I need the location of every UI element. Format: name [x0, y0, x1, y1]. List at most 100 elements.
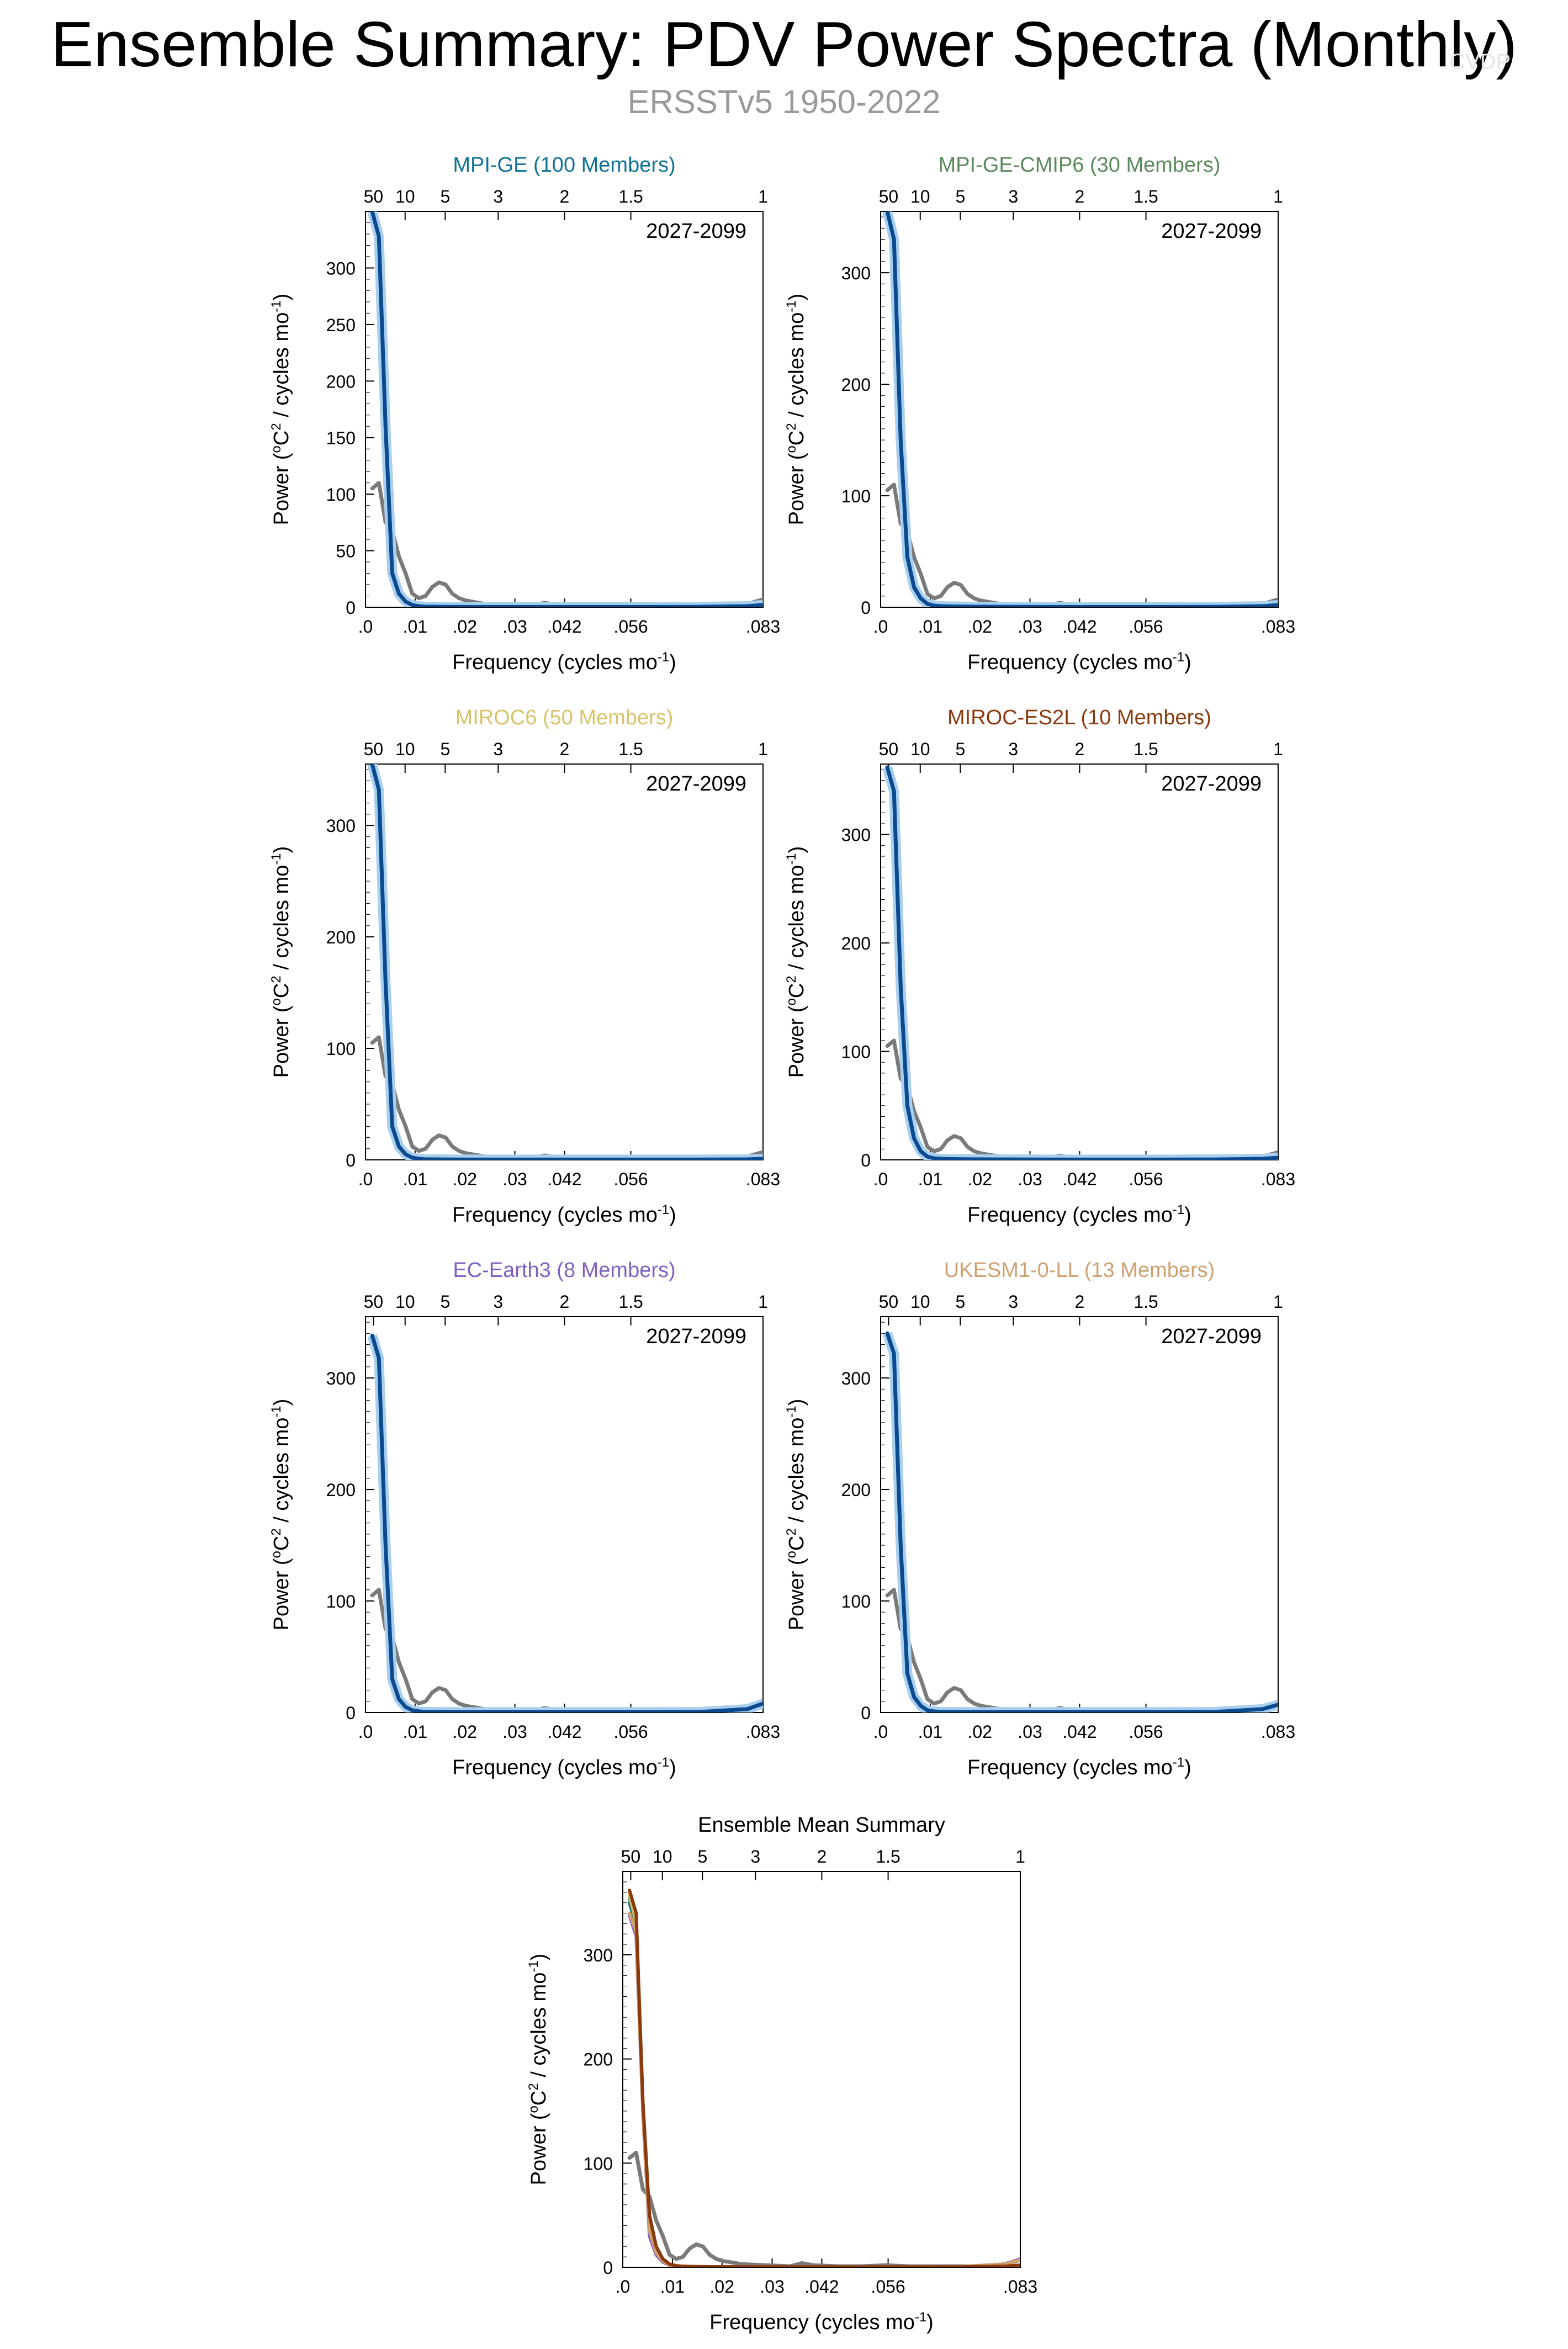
- x-axis-label: Frequency (cycles mo-1): [452, 1202, 676, 1227]
- x-tick-label: .056: [1129, 1722, 1163, 1742]
- model-spread-band: [882, 766, 1278, 1160]
- y-tick-label: 200: [841, 375, 871, 395]
- y-tick-label: 100: [584, 2154, 613, 2173]
- top-tick-label: 1.5: [618, 187, 643, 206]
- period-label: 2027-2099: [646, 772, 746, 796]
- obs-spectrum-line: [370, 1588, 763, 1712]
- model-spectrum-line: [370, 211, 763, 607]
- top-tick-label: 3: [493, 187, 503, 206]
- model-spread-band: [367, 1334, 763, 1712]
- y-tick-label: 300: [841, 1369, 871, 1388]
- period-label: 2027-2099: [1161, 1325, 1262, 1348]
- x-tick-label: .02: [710, 2277, 734, 2297]
- x-tick-label: .0: [873, 1169, 888, 1189]
- y-tick-label: 200: [841, 1480, 871, 1500]
- top-tick-label: 10: [395, 187, 415, 206]
- x-tick-label: .0: [358, 617, 373, 637]
- x-tick-label: .02: [453, 617, 477, 637]
- top-tick-label: 10: [910, 187, 930, 206]
- x-tick-label: .083: [1261, 1169, 1295, 1189]
- y-axis-label: Power (oC2 / cycles mo-1): [784, 1399, 808, 1631]
- top-tick-label: 1.5: [1133, 187, 1158, 206]
- obs-spectrum-line: [885, 1588, 1278, 1712]
- x-tick-label: .01: [403, 1169, 427, 1189]
- y-tick-label: 0: [346, 1703, 356, 1723]
- chart-panel-5: EC-Earth3 (8 Members) 2027-2099 0 100 200 300…: [269, 1259, 780, 1779]
- y-tick-label: 250: [326, 315, 356, 335]
- y-tick-label: 100: [841, 1592, 871, 1611]
- x-tick-label: .083: [1261, 617, 1295, 637]
- top-tick-label: 2: [1075, 739, 1085, 759]
- y-tick-label: 0: [861, 1150, 871, 1170]
- top-tick-label: 50: [879, 1292, 899, 1312]
- top-tick-label: 50: [621, 1847, 641, 1867]
- y-tick-label: 100: [841, 1042, 871, 1062]
- x-tick-label: .0: [873, 1722, 888, 1742]
- chart-title: MIROC-ES2L (10 Members): [947, 706, 1211, 729]
- plot-frame: [365, 1316, 764, 1713]
- chart-title: MIROC6 (50 Members): [455, 706, 674, 729]
- page-title: Ensemble Summary: PDV Power Spectra (Mon…: [51, 8, 1517, 80]
- top-tick-label: 5: [955, 739, 965, 759]
- x-tick-label: .03: [1018, 617, 1042, 637]
- y-tick-label: 300: [326, 258, 356, 278]
- x-tick-label: .083: [746, 1722, 780, 1742]
- top-tick-label: 50: [364, 739, 384, 759]
- top-tick-label: 1: [758, 739, 768, 759]
- x-tick-label: .042: [547, 1722, 581, 1742]
- model-spectrum-line: [628, 1913, 1020, 2267]
- y-tick-label: 50: [336, 542, 356, 561]
- y-tick-label: 300: [841, 825, 871, 845]
- model-spread-band: [367, 764, 763, 1160]
- y-tick-label: 0: [346, 1150, 356, 1170]
- y-tick-label: 300: [326, 816, 356, 836]
- chart-title: Ensemble Mean Summary: [698, 1814, 945, 1837]
- chart-title: MPI-GE (100 Members): [453, 153, 675, 177]
- chart-title: UKESM1-0-LL (13 Members): [944, 1259, 1215, 1282]
- x-tick-label: .056: [871, 2277, 905, 2297]
- chart-panel-1: MPI-GE (100 Members)2027-209905010015020…: [269, 153, 780, 674]
- chart-panel-4: MIROC-ES2L (10 Members) 2027-2099 0 100 200 3…: [784, 706, 1295, 1227]
- top-tick-label: 2: [560, 739, 570, 759]
- top-tick-label: 2: [560, 1292, 570, 1312]
- x-tick-label: .042: [547, 1169, 581, 1189]
- y-tick-label: 0: [861, 598, 871, 618]
- x-tick-label: .042: [1062, 1722, 1096, 1742]
- x-tick-label: .056: [1129, 617, 1163, 637]
- x-tick-label: .056: [613, 1169, 648, 1189]
- y-tick-label: 0: [346, 598, 356, 618]
- top-tick-label: 5: [955, 187, 965, 206]
- top-tick-label: 3: [1008, 1292, 1018, 1312]
- x-axis-label: Frequency (cycles mo-1): [967, 650, 1191, 674]
- y-tick-label: 0: [861, 1703, 871, 1723]
- x-tick-label: .02: [453, 1722, 477, 1742]
- y-tick-label: 200: [841, 934, 871, 953]
- x-tick-label: .0: [358, 1722, 373, 1742]
- x-tick-label: .0: [873, 617, 888, 637]
- chart-panel-7: Ensemble Mean Summary 0 100 200 300 .0 .01 .02.…: [526, 1814, 1037, 2334]
- top-tick-label: 1.5: [618, 739, 643, 759]
- plot-frame: [880, 211, 1279, 608]
- x-tick-label: .083: [746, 1169, 780, 1189]
- y-axis-label: Power (oC2 / cycles mo-1): [269, 846, 293, 1078]
- top-tick-label: 50: [364, 187, 384, 206]
- top-tick-label: 50: [879, 187, 899, 206]
- top-tick-label: 50: [364, 1292, 384, 1312]
- top-tick-label: 1.5: [1133, 739, 1158, 759]
- top-tick-label: 3: [1008, 187, 1018, 206]
- x-tick-label: .083: [1003, 2277, 1037, 2297]
- y-tick-label: 200: [326, 927, 356, 947]
- x-tick-label: .02: [968, 617, 992, 637]
- top-tick-label: 10: [395, 739, 415, 759]
- x-tick-label: .02: [968, 1722, 992, 1742]
- x-tick-label: .083: [746, 617, 780, 637]
- top-tick-label: 2: [1075, 187, 1085, 206]
- model-spectrum-line: [628, 1896, 1020, 2267]
- period-label: 2027-2099: [1161, 772, 1262, 796]
- chart-panel-6: UKESM1-0-LL (13 Members) 2027-2099 0 100 200…: [784, 1259, 1295, 1779]
- watermark: CVDP: [1449, 50, 1511, 74]
- y-tick-label: 100: [841, 486, 871, 506]
- model-spectrum-line: [885, 765, 1278, 1160]
- chart-title: EC-Earth3 (8 Members): [453, 1259, 675, 1282]
